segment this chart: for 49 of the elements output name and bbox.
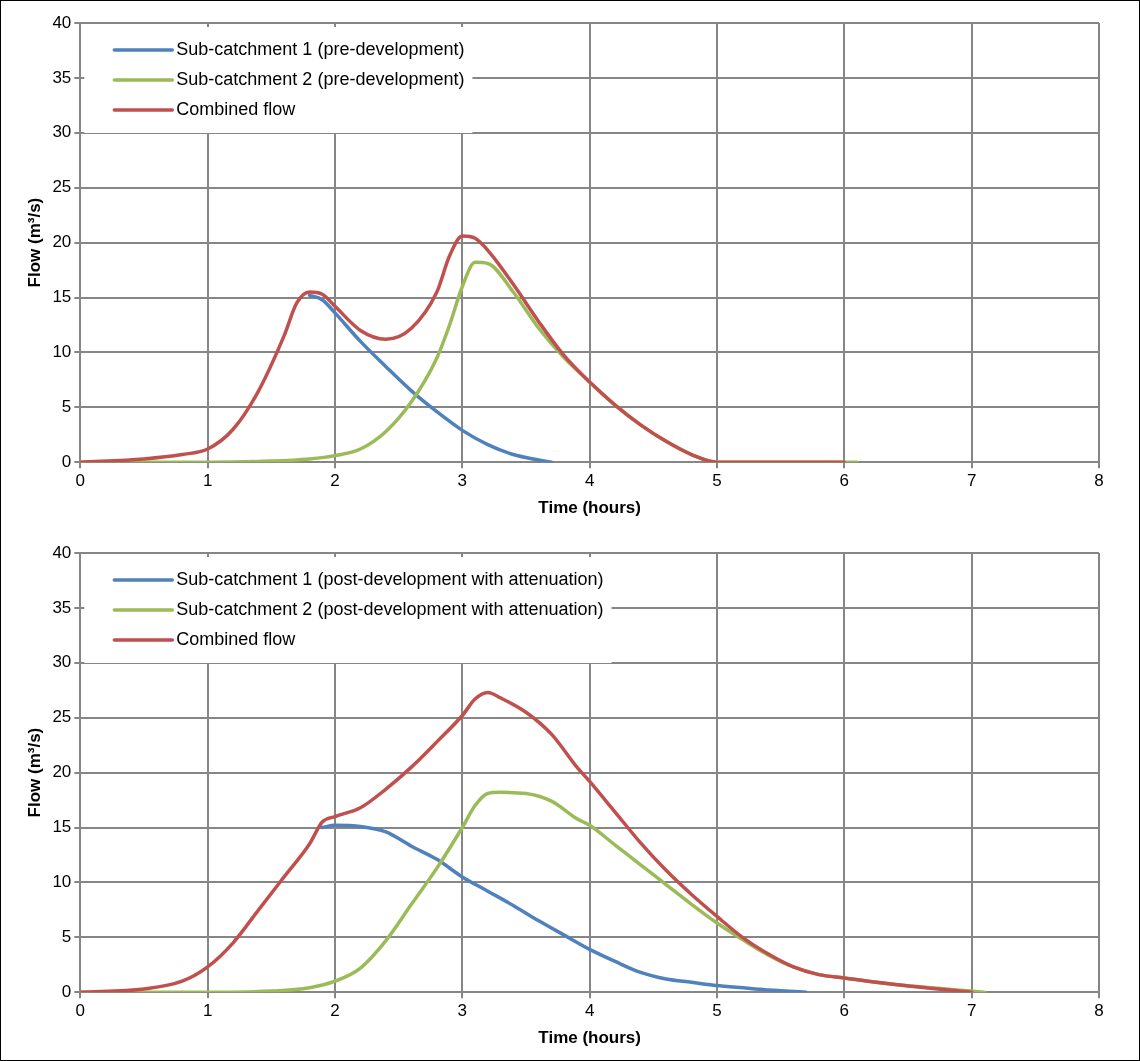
- x-tick-label: 4: [584, 471, 595, 491]
- x-tick-label: 8: [1094, 1001, 1104, 1021]
- y-tick-label: 35: [52, 67, 72, 87]
- legend-label: Combined flow: [176, 628, 297, 649]
- y-tick-label: 20: [52, 762, 72, 782]
- x-tick-label: 1: [202, 471, 213, 491]
- x-tick-label: 6: [839, 1001, 850, 1021]
- legend-label: Sub-catchment 2 (pre-development): [176, 68, 465, 89]
- x-tick-label: 5: [712, 1001, 722, 1021]
- y-tick-label: 25: [52, 707, 72, 727]
- x-tick-label: 6: [839, 471, 850, 491]
- y-tick-label: 15: [52, 817, 72, 837]
- y-tick-label: 5: [61, 926, 72, 946]
- y-tick-label: 40: [52, 12, 72, 32]
- legend-label: Sub-catchment 1 (post-development with attenuation): [176, 568, 604, 589]
- x-tick-label: 0: [75, 471, 86, 491]
- legend-label: Sub-catchment 1 (pre-development): [176, 38, 465, 59]
- x-tick-label: 5: [712, 471, 722, 491]
- y-tick-label: 35: [52, 597, 72, 617]
- legend-label: Sub-catchment 2 (post-development with attenuation): [176, 598, 604, 619]
- x-tick-label: 7: [966, 471, 977, 491]
- y-tick-label: 30: [52, 652, 72, 672]
- x-tick-label: 3: [457, 1001, 468, 1021]
- y-tick-label: 5: [61, 396, 72, 416]
- y-axis-title: Flow (m³/s): [24, 197, 44, 288]
- x-axis-title: Time (hours): [538, 498, 641, 518]
- x-axis-title: Time (hours): [538, 1028, 641, 1048]
- line-series: [307, 293, 554, 463]
- legend-label: Combined flow: [176, 98, 297, 119]
- y-tick-label: 10: [52, 342, 72, 362]
- y-tick-label: 15: [52, 287, 72, 307]
- y-tick-label: 20: [52, 232, 72, 252]
- x-tick-label: 0: [75, 1001, 86, 1021]
- y-tick-label: 30: [52, 122, 72, 142]
- x-tick-label: 7: [966, 1001, 977, 1021]
- line-series: [320, 823, 808, 993]
- x-tick-label: 4: [584, 1001, 595, 1021]
- line-series: [80, 690, 974, 993]
- y-tick-label: 25: [52, 177, 72, 197]
- x-tick-label: 3: [457, 471, 468, 491]
- y-tick-label: 10: [52, 872, 72, 892]
- x-tick-label: 2: [330, 1001, 340, 1021]
- y-tick-label: 0: [61, 451, 72, 471]
- x-tick-label: 1: [202, 1001, 213, 1021]
- y-tick-label: 40: [52, 542, 72, 562]
- y-tick-label: 0: [61, 981, 72, 1001]
- x-tick-label: 8: [1094, 471, 1104, 491]
- y-axis-title: Flow (m³/s): [24, 727, 44, 818]
- x-tick-label: 2: [330, 471, 340, 491]
